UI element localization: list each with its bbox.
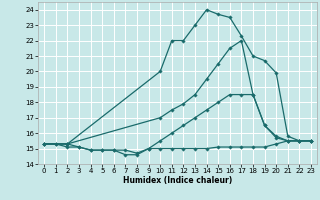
X-axis label: Humidex (Indice chaleur): Humidex (Indice chaleur)	[123, 176, 232, 185]
